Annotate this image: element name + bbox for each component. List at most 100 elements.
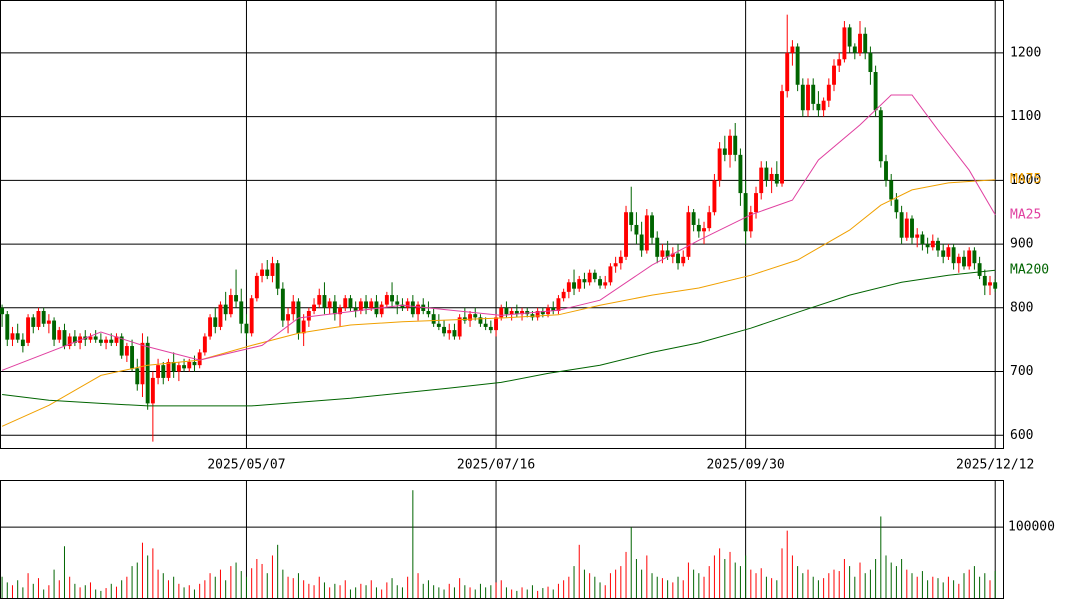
candle-body bbox=[655, 237, 660, 257]
candle-body bbox=[72, 336, 77, 343]
candle-body bbox=[280, 288, 285, 321]
candle-body bbox=[956, 256, 961, 264]
candle-body bbox=[644, 215, 649, 251]
candle-body bbox=[130, 346, 135, 369]
candle-body bbox=[728, 135, 732, 155]
y-tick-label: 900 bbox=[1010, 237, 1033, 252]
candle-body bbox=[774, 173, 779, 184]
candle-body bbox=[785, 52, 790, 92]
candle-body bbox=[603, 282, 608, 286]
candle-body bbox=[46, 320, 51, 324]
candle-body bbox=[301, 320, 306, 334]
candle-body bbox=[993, 282, 998, 289]
legend-label: MA200 bbox=[1010, 263, 1049, 278]
candle-body bbox=[10, 333, 15, 340]
candle-body bbox=[234, 295, 239, 302]
x-tick-label: 2025/07/16 bbox=[457, 458, 535, 473]
candle-body bbox=[93, 336, 98, 340]
candle-body bbox=[967, 250, 972, 267]
volume-panel bbox=[0, 480, 1004, 599]
candle-body bbox=[358, 301, 363, 311]
candle-body bbox=[197, 352, 202, 366]
candle-body bbox=[941, 250, 946, 257]
candle-body bbox=[452, 330, 457, 337]
candle-body bbox=[696, 224, 701, 232]
candle-body bbox=[296, 301, 301, 334]
candle-body bbox=[31, 317, 36, 327]
y-tick-label: 100000 bbox=[1008, 520, 1055, 535]
x-tick-label: 2025/09/30 bbox=[706, 458, 784, 473]
candle-body bbox=[390, 295, 394, 302]
moving-average-line bbox=[1, 179, 996, 427]
candle-body bbox=[816, 103, 821, 111]
y-tick-label: 700 bbox=[1010, 364, 1033, 379]
candle-body bbox=[800, 84, 805, 111]
candle-body bbox=[842, 27, 847, 60]
candle-body bbox=[660, 250, 665, 257]
candle-body bbox=[832, 65, 836, 85]
candle-body bbox=[20, 339, 25, 347]
candle-body bbox=[327, 301, 332, 308]
candle-body bbox=[379, 304, 384, 315]
candle-body bbox=[587, 272, 592, 283]
candle-body bbox=[613, 263, 618, 267]
candle-body bbox=[457, 317, 462, 337]
candle-body bbox=[187, 361, 192, 369]
candle-body bbox=[702, 228, 706, 232]
candle-body bbox=[639, 234, 644, 251]
candle-body bbox=[182, 365, 187, 369]
candle-body bbox=[114, 336, 119, 343]
candle-body bbox=[790, 46, 795, 53]
candle-body bbox=[904, 218, 909, 238]
x-tick-label: 2025/05/07 bbox=[207, 458, 285, 473]
candle-body bbox=[988, 282, 992, 286]
legend-label: MA25 bbox=[1010, 207, 1041, 222]
candle-body bbox=[494, 317, 498, 331]
candle-body bbox=[109, 339, 114, 343]
candle-body bbox=[769, 173, 774, 181]
candle-body bbox=[192, 361, 197, 366]
candle-body bbox=[218, 304, 223, 327]
candle-body bbox=[650, 215, 654, 238]
candle-body bbox=[275, 263, 280, 289]
candle-body bbox=[722, 148, 727, 155]
moving-average-line bbox=[1, 94, 996, 371]
candle-body bbox=[717, 148, 722, 181]
candle-body bbox=[384, 295, 389, 305]
candle-body bbox=[140, 342, 145, 385]
candle-body bbox=[291, 301, 296, 315]
candle-body bbox=[254, 275, 259, 299]
candle-body bbox=[405, 301, 410, 308]
candle-body bbox=[473, 314, 478, 318]
candle-body bbox=[98, 339, 103, 343]
candle-body bbox=[202, 336, 207, 353]
candle-body bbox=[265, 269, 270, 276]
candle-body bbox=[582, 279, 587, 283]
candle-body bbox=[400, 304, 405, 308]
candle-body bbox=[426, 310, 431, 315]
candle-body bbox=[436, 323, 441, 327]
candle-body bbox=[821, 100, 826, 111]
candle-body bbox=[826, 84, 831, 101]
candle-body bbox=[982, 275, 987, 286]
candle-body bbox=[691, 212, 696, 225]
candle-body bbox=[374, 301, 379, 315]
candle-body bbox=[62, 330, 67, 347]
candle-body bbox=[488, 326, 493, 331]
candle-body bbox=[57, 330, 62, 340]
candle-body bbox=[925, 244, 930, 248]
candle-body bbox=[811, 84, 816, 104]
candle-body bbox=[847, 27, 852, 47]
candle-body bbox=[618, 256, 623, 264]
y-tick-label: 1200 bbox=[1010, 45, 1041, 60]
candle-body bbox=[670, 253, 675, 257]
candle-body bbox=[759, 167, 764, 194]
candle-body bbox=[104, 339, 109, 343]
y-tick-label: 600 bbox=[1010, 428, 1033, 443]
candle-body bbox=[598, 279, 602, 286]
candle-body bbox=[0, 307, 5, 315]
x-tick-label: 2025/12/12 bbox=[956, 458, 1034, 473]
candle-body bbox=[244, 323, 249, 334]
candle-body bbox=[124, 346, 129, 356]
